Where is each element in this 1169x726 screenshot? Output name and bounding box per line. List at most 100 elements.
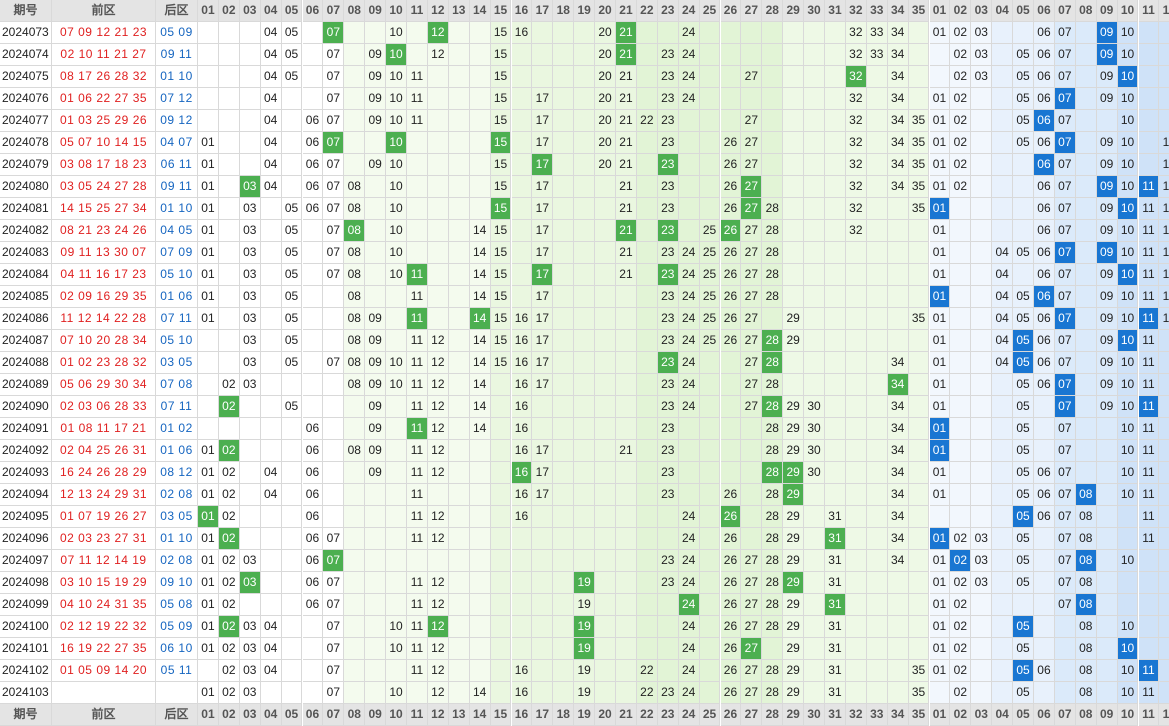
front-trend-cell — [448, 308, 470, 330]
front-trend-cell: 24 — [678, 550, 700, 572]
front-drawn-number: 31 — [128, 443, 148, 457]
front-trend-cell: 08 — [344, 176, 366, 198]
back-drawn-number: 04 — [160, 135, 175, 149]
front-drawn-number: 07 — [74, 509, 93, 523]
front-trend-cell — [908, 88, 930, 110]
front-trend-cell — [595, 484, 616, 506]
front-trend-cell — [365, 198, 387, 220]
back-trend-cell — [1159, 616, 1169, 638]
front-number-header-22: 22 — [636, 0, 658, 22]
back-drawn-number: 05 — [160, 267, 175, 281]
front-trend-cell: 26 — [720, 506, 742, 528]
front-trend-cell — [866, 440, 888, 462]
back-drawn-number: 09 — [174, 245, 193, 259]
back-drawn-number: 09 — [174, 25, 193, 39]
front-trend-cell — [804, 616, 825, 638]
front-trend-cell: 34 — [887, 88, 909, 110]
front-trend-cell: 32 — [845, 132, 867, 154]
back-trend-cell — [1054, 616, 1076, 638]
front-drawn-number: 24 — [110, 223, 129, 237]
front-number-header-08: 08 — [344, 704, 366, 726]
front-trend-cell — [532, 418, 554, 440]
back-trend-cell: 06 — [1034, 660, 1055, 682]
front-drawn-number: 15 — [74, 201, 93, 215]
front-trend-cell — [323, 462, 345, 484]
front-trend-cell: 23 — [657, 88, 679, 110]
back-drawn-number: 12 — [174, 113, 193, 127]
front-trend-cell — [636, 220, 658, 242]
front-trend-cell — [344, 22, 366, 44]
front-trend-cell: 26 — [720, 132, 742, 154]
front-trend-cell: 03 — [239, 198, 261, 220]
front-trend-cell — [699, 484, 721, 506]
front-trend-cell — [344, 660, 366, 682]
back-trend-cell: 09 — [1096, 66, 1118, 88]
front-trend-cell — [427, 484, 449, 506]
front-trend-cell: 15 — [490, 66, 512, 88]
front-trend-cell: 05 — [281, 396, 303, 418]
front-trend-cell: 02 — [218, 374, 240, 396]
front-trend-cell — [762, 154, 784, 176]
front-trend-cell: 06 — [302, 572, 324, 594]
front-trend-cell — [574, 132, 596, 154]
front-number-header-22: 22 — [636, 704, 658, 726]
front-drawn-number: 32 — [128, 69, 148, 83]
front-trend-cell: 29 — [783, 594, 805, 616]
front-trend-cell: 11 — [407, 396, 428, 418]
front-trend-cell: 02 — [218, 396, 240, 418]
front-trend-cell — [260, 352, 282, 374]
back-drawn-number: 09 — [160, 47, 176, 61]
front-number-header-09: 09 — [365, 0, 387, 22]
back-draw-numbers: 03 05 — [156, 352, 198, 374]
front-drawn-number: 02 — [59, 399, 75, 413]
front-trend-cell: 03 — [239, 176, 261, 198]
back-trend-cell — [992, 484, 1014, 506]
front-trend-cell — [323, 418, 345, 440]
back-trend-cell — [1075, 66, 1097, 88]
front-trend-cell — [427, 198, 449, 220]
back-trend-cell: 04 — [992, 352, 1014, 374]
back-drawn-number: 01 — [160, 421, 175, 435]
back-trend-cell — [971, 308, 993, 330]
front-drawn-number: 12 — [92, 25, 111, 39]
front-trend-cell: 15 — [490, 44, 512, 66]
front-trend-cell — [699, 198, 721, 220]
front-trend-cell — [908, 66, 930, 88]
front-drawn-number: 05 — [59, 377, 75, 391]
front-trend-cell — [490, 594, 512, 616]
front-trend-cell — [239, 66, 261, 88]
front-trend-cell: 21 — [616, 176, 637, 198]
back-trend-cell: 09 — [1096, 44, 1118, 66]
back-drawn-number: 01 — [160, 289, 175, 303]
front-trend-cell — [825, 154, 846, 176]
front-trend-cell: 29 — [783, 418, 805, 440]
front-trend-cell — [616, 330, 637, 352]
front-drawn-number: 27 — [110, 91, 129, 105]
front-trend-cell — [198, 22, 219, 44]
back-trend-cell: 02 — [950, 88, 972, 110]
front-drawn-number: 29 — [128, 465, 148, 479]
front-trend-cell — [239, 440, 261, 462]
front-drawn-number: 03 — [59, 575, 75, 589]
front-trend-cell — [804, 352, 825, 374]
back-draw-numbers: 01 10 — [156, 198, 198, 220]
front-trend-cell — [302, 286, 324, 308]
front-trend-cell: 28 — [762, 462, 784, 484]
front-number-header-11: 11 — [407, 0, 428, 22]
front-trend-cell: 16 — [511, 352, 533, 374]
front-trend-cell: 07 — [323, 594, 345, 616]
front-trend-cell — [511, 154, 533, 176]
front-number-header-12: 12 — [427, 704, 449, 726]
front-trend-cell — [825, 396, 846, 418]
front-trend-cell — [804, 572, 825, 594]
front-trend-cell — [281, 440, 303, 462]
front-trend-cell: 01 — [198, 462, 219, 484]
front-trend-cell: 19 — [574, 616, 596, 638]
back-drawn-number: 05 — [174, 355, 193, 369]
back-trend-cell: 10 — [1117, 682, 1139, 704]
front-trend-cell — [344, 528, 366, 550]
front-drawn-number: 22 — [110, 311, 129, 325]
front-trend-cell: 01 — [198, 682, 219, 704]
front-trend-cell: 02 — [218, 528, 240, 550]
back-trend-cell: 07 — [1054, 484, 1076, 506]
